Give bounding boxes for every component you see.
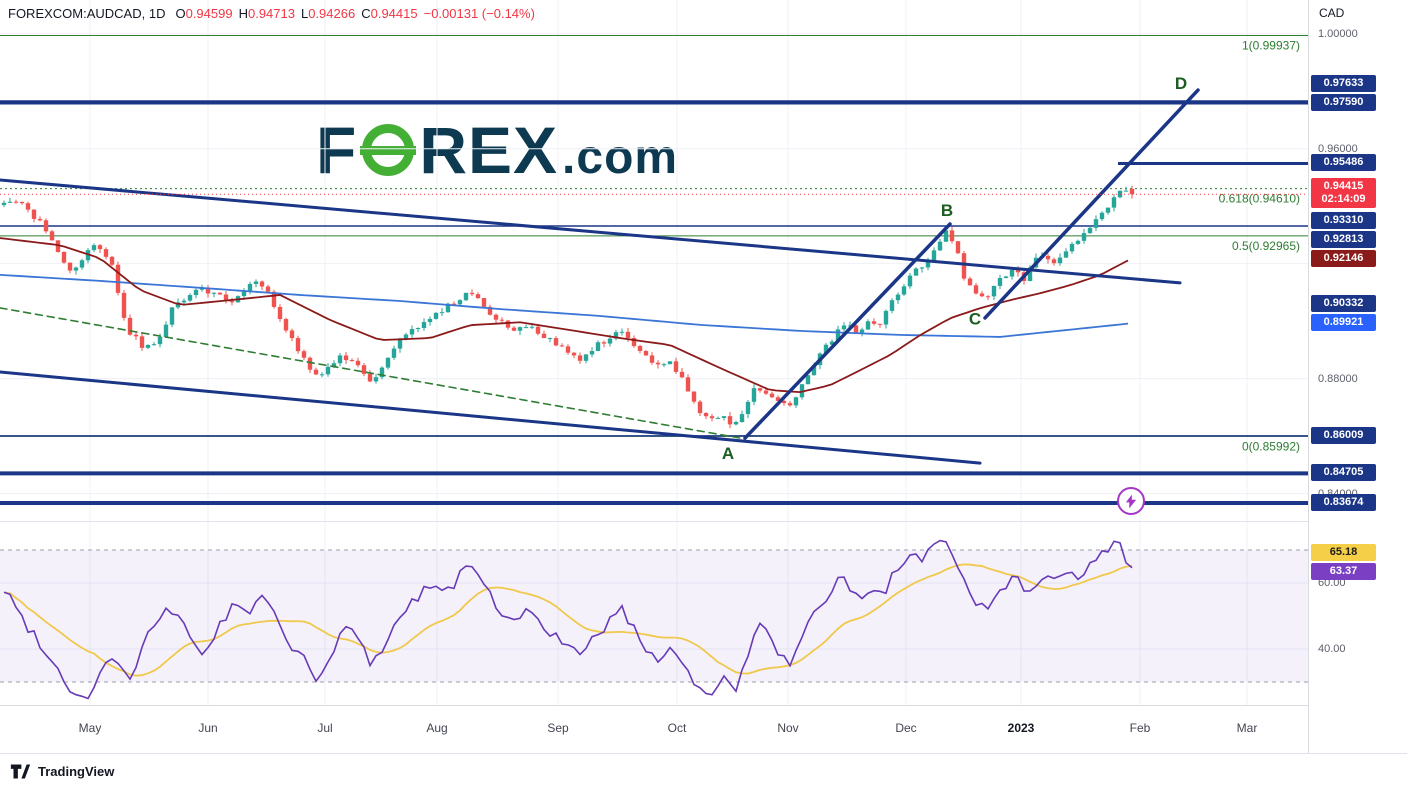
time-axis-label: May <box>78 721 102 735</box>
indicator-axis-badge: 65.18 <box>1311 543 1376 561</box>
footer-bar: TradingView <box>0 753 1407 789</box>
high-value: 0.94713 <box>247 6 295 21</box>
pattern-label-b: B <box>941 201 953 220</box>
time-axis-label: Feb <box>1129 721 1151 735</box>
price-axis-badge: 0.84705 <box>1311 464 1376 482</box>
forex-o-icon <box>360 124 417 176</box>
price-axis-badge: 0.95486 <box>1311 154 1376 172</box>
chart-canvas[interactable]: 1(0.99937) 0.618(0.94610) 0.5(0.92965) 0(0.… <box>0 0 1308 753</box>
open-value: 0.94599 <box>185 6 233 21</box>
symbol-name[interactable]: FOREXCOM:AUDCAD, 1D <box>8 6 166 21</box>
axis-scale-label: 1.00000 <box>1318 27 1358 40</box>
pattern-label-d: D <box>1175 74 1187 93</box>
axis-currency-label: CAD <box>1319 6 1345 20</box>
price-axis-badge: 0.86009 <box>1311 426 1376 444</box>
candlesticks <box>1 185 1135 429</box>
time-axis-label: Oct <box>667 721 687 735</box>
close-value: 0.94415 <box>370 6 418 21</box>
watermark-rex: REX <box>419 113 559 187</box>
price-axis-badge: 0.97633 <box>1311 75 1376 92</box>
countdown-timer: 02:14:09 <box>1321 193 1366 206</box>
ma-slow-line <box>0 273 1129 338</box>
lightning-icon <box>1125 494 1137 508</box>
tradingview-logo-icon[interactable] <box>10 763 31 780</box>
symbol-legend: FOREXCOM:AUDCAD, 1D O0.94599 H0.94713 L0.94… <box>8 6 535 21</box>
watermark-dotcom: .com <box>562 130 679 184</box>
current-price-badge: 0.94415 02:14:09 <box>1311 178 1376 209</box>
fib-label: 1(0.99937) <box>1242 39 1300 53</box>
price-axis-badge: 0.93310 <box>1311 212 1376 230</box>
time-axis-label: Mar <box>1236 721 1258 735</box>
price-axis-badge: 0.89921 <box>1311 314 1376 332</box>
fib-label: 0(0.85992) <box>1242 439 1300 453</box>
axis-scale-label: 40.00 <box>1318 643 1346 655</box>
high-label: H <box>238 6 248 21</box>
axis-scale-label: 0.96000 <box>1318 142 1358 155</box>
price-axis[interactable]: CAD 1.000000.960000.880000.8400060.0040.… <box>1308 0 1407 753</box>
pattern-label-c: C <box>969 310 981 329</box>
indicator-axis-badge: 63.37 <box>1311 562 1376 580</box>
change-value: −0.00131 (−0.14%) <box>423 6 535 21</box>
watermark-f: F <box>316 113 358 187</box>
low-value: 0.94266 <box>308 6 356 21</box>
forex-com-watermark: F REX .com <box>316 112 678 188</box>
time-axis[interactable]: May Jun Jul Aug Sep Oct Nov Dec 2023 Feb Mar <box>0 705 1308 754</box>
time-axis-label: Jul <box>317 721 333 735</box>
panel-separator[interactable] <box>0 521 1407 522</box>
time-axis-label: Dec <box>895 721 917 735</box>
price-axis-badge: 0.92813 <box>1311 231 1376 249</box>
fib-label: 0.5(0.92965) <box>1232 239 1300 253</box>
price-axis-badge: 0.83674 <box>1311 493 1376 511</box>
tradingview-label[interactable]: TradingView <box>38 764 115 779</box>
time-axis-label: Nov <box>777 721 799 735</box>
low-label: L <box>300 6 309 21</box>
price-axis-badge: 0.90332 <box>1311 295 1376 313</box>
price-axis-badge: 0.97590 <box>1311 94 1376 111</box>
fib-label: 0.618(0.94610) <box>1219 192 1300 206</box>
close-label: C <box>361 6 371 21</box>
time-axis-label: 2023 <box>1007 721 1035 735</box>
time-axis-label: Sep <box>547 721 569 735</box>
axis-scale-label: 60.00 <box>1318 577 1346 589</box>
open-label: O <box>175 6 186 21</box>
axis-scale-label: 0.88000 <box>1318 372 1358 385</box>
ma-fast-line <box>0 237 1129 394</box>
time-axis-label: Jun <box>198 721 218 735</box>
time-axis-label: Aug <box>426 721 448 735</box>
flash-marker[interactable] <box>1117 487 1145 515</box>
pattern-label-a: A <box>722 444 734 463</box>
price-axis-badge: 0.92146 <box>1311 250 1376 268</box>
